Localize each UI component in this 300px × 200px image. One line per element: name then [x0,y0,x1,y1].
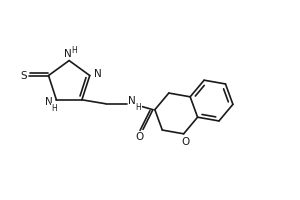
Text: O: O [135,132,143,142]
Text: O: O [182,137,190,147]
Text: S: S [20,71,27,81]
Text: H: H [135,103,141,112]
Text: N: N [128,96,136,106]
Text: H: H [52,104,57,113]
Text: N: N [94,69,101,79]
Text: H: H [71,46,77,55]
Text: N: N [45,97,52,107]
Text: N: N [64,49,72,59]
